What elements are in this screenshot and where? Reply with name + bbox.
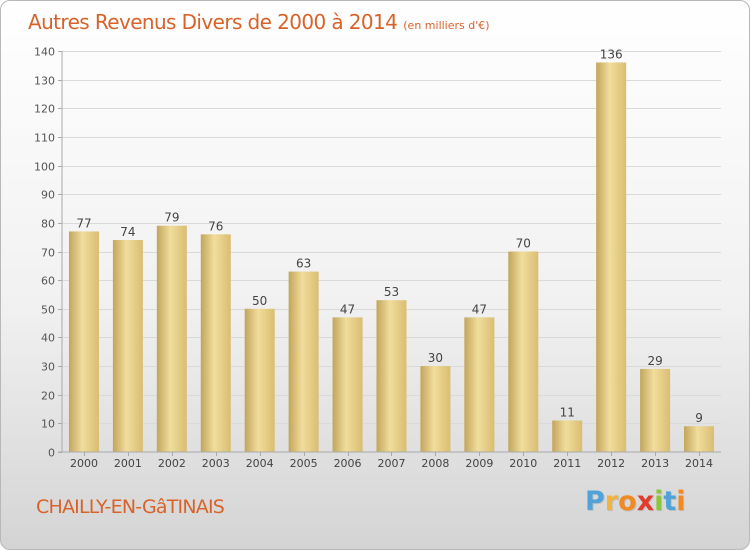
bar-2012: [596, 62, 627, 452]
city-name: CHAILLY-EN-GâTINAIS: [36, 496, 225, 518]
x-tick-label: 2008: [421, 457, 449, 470]
bar-2005: [288, 271, 319, 452]
bar-2000: [68, 231, 99, 452]
bar-2004: [244, 308, 275, 452]
data-label-2004: 50: [252, 294, 267, 308]
y-tick-label: 110: [34, 132, 55, 145]
data-label-2013: 29: [647, 354, 662, 368]
x-tick-label: 2013: [641, 457, 669, 470]
x-tick-label: 2004: [246, 457, 274, 470]
data-labels: 77 74 79 76 50 63 47 53 30 47 70 11 136 29 9: [76, 47, 703, 425]
data-label-2010: 70: [516, 237, 531, 251]
x-tick-label: 2005: [290, 457, 318, 470]
data-label-2000: 77: [76, 216, 91, 230]
bar-2009: [464, 317, 495, 452]
x-tick-label: 2003: [202, 457, 230, 470]
data-label-2006: 47: [340, 302, 355, 316]
x-tick-label: 2009: [465, 457, 493, 470]
data-label-2008: 30: [428, 351, 443, 365]
data-label-2005: 63: [296, 257, 311, 271]
data-label-2002: 79: [164, 211, 179, 225]
data-label-2012: 136: [600, 47, 623, 61]
chart-title: Autres Revenus Divers de 2000 à 2014 (en …: [28, 10, 490, 34]
logo-letter: t: [663, 486, 677, 517]
x-tick-label: 2011: [553, 457, 581, 470]
x-tick-label: 2000: [70, 457, 98, 470]
y-tick-label: 40: [41, 332, 55, 345]
y-tick-label: 90: [41, 189, 55, 202]
chart-subtitle: (en milliers d'€): [403, 19, 490, 32]
bar-2006: [332, 317, 363, 452]
y-tick-label: 140: [34, 46, 55, 59]
y-tick-label: 60: [41, 275, 55, 288]
bar-2014: [684, 426, 715, 452]
chart-title-text: Autres Revenus Divers de 2000 à 2014: [28, 10, 398, 34]
y-tick-label: 130: [34, 75, 55, 88]
bar-2003: [200, 234, 231, 452]
logo-letter: x: [636, 486, 655, 517]
x-tick-label: 2006: [334, 457, 362, 470]
data-label-2007: 53: [384, 285, 399, 299]
bars: [68, 62, 715, 452]
x-tick-label: 2002: [158, 457, 186, 470]
data-label-2009: 47: [472, 302, 487, 316]
x-tick-label: 2010: [509, 457, 537, 470]
y-tick-label: 50: [41, 304, 55, 317]
y-tick-label: 0: [48, 447, 55, 460]
bar-2011: [552, 420, 583, 452]
data-label-2001: 74: [120, 225, 135, 239]
bar-2001: [112, 240, 143, 452]
x-tick-label: 2012: [597, 457, 625, 470]
data-label-2011: 11: [560, 405, 575, 419]
logo-letter: i: [654, 486, 664, 517]
bar-2008: [420, 366, 451, 452]
x-tick-label: 2007: [378, 457, 406, 470]
bar-2013: [640, 368, 671, 452]
y-tick-label: 100: [34, 161, 55, 174]
y-tick-label: 70: [41, 247, 55, 260]
y-axis-ticks: 0 10 20 30 40 50 60 70 80 90 100 110 120 130 140: [34, 46, 62, 460]
y-tick-label: 10: [41, 418, 55, 431]
logo-letter: o: [618, 486, 637, 517]
x-tick-label: 2014: [685, 457, 713, 470]
y-tick-label: 80: [41, 218, 55, 231]
bar-2002: [156, 225, 187, 452]
y-tick-label: 20: [41, 390, 55, 403]
x-axis-ticks: 2000 2001 2002 2003 2004 2005 2006 2007 2008 2009…: [70, 452, 713, 470]
logo-letter: r: [604, 486, 619, 517]
data-label-2003: 76: [208, 219, 223, 233]
bar-2010: [508, 251, 539, 452]
logo-letter: P: [585, 486, 605, 517]
proxiti-logo: Proxiti: [585, 486, 686, 517]
y-tick-label: 120: [34, 103, 55, 116]
x-tick-label: 2001: [114, 457, 142, 470]
bar-2007: [376, 300, 407, 452]
data-label-2014: 9: [695, 411, 703, 425]
logo-letter: i: [676, 486, 686, 517]
y-tick-label: 30: [41, 361, 55, 374]
